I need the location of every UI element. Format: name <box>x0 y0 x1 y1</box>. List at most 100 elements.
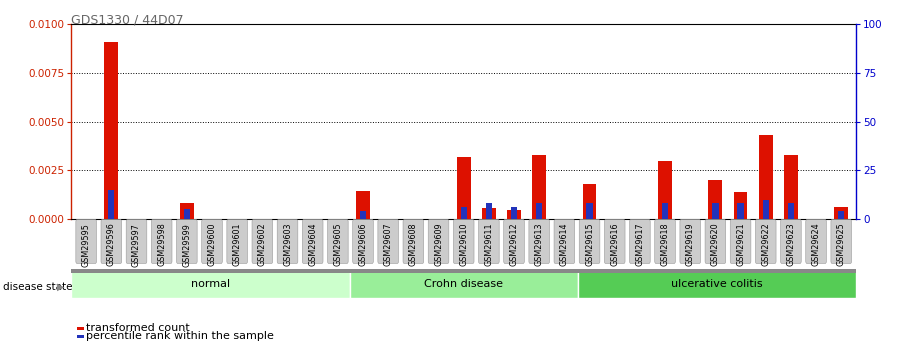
Bar <box>71 269 856 273</box>
Text: GSM29615: GSM29615 <box>585 223 594 266</box>
Text: GSM29612: GSM29612 <box>509 223 518 266</box>
Bar <box>662 204 668 219</box>
FancyBboxPatch shape <box>76 219 97 264</box>
Bar <box>587 204 593 219</box>
Bar <box>482 208 496 219</box>
FancyBboxPatch shape <box>403 219 424 264</box>
Text: GSM29613: GSM29613 <box>535 223 544 266</box>
FancyBboxPatch shape <box>177 219 197 264</box>
FancyBboxPatch shape <box>227 219 248 264</box>
Bar <box>71 269 350 298</box>
Bar <box>583 184 597 219</box>
Bar <box>658 161 672 219</box>
Bar <box>507 210 521 219</box>
Text: GSM29620: GSM29620 <box>711 223 720 266</box>
Text: disease state: disease state <box>3 282 72 292</box>
Bar <box>834 207 848 219</box>
Text: GSM29598: GSM29598 <box>158 223 166 266</box>
FancyBboxPatch shape <box>277 219 298 264</box>
Text: GSM29616: GSM29616 <box>610 223 619 266</box>
FancyBboxPatch shape <box>504 219 525 264</box>
Text: normal: normal <box>190 279 230 289</box>
Text: GSM29606: GSM29606 <box>359 223 367 266</box>
Bar <box>532 155 546 219</box>
Text: GSM29623: GSM29623 <box>786 223 795 266</box>
Bar <box>184 209 190 219</box>
Text: GSM29602: GSM29602 <box>258 223 267 266</box>
Bar <box>179 203 194 219</box>
Bar <box>733 192 748 219</box>
Text: Crohn disease: Crohn disease <box>425 279 503 289</box>
FancyBboxPatch shape <box>201 219 222 264</box>
FancyBboxPatch shape <box>478 219 499 264</box>
Bar <box>108 190 115 219</box>
FancyBboxPatch shape <box>731 219 751 264</box>
FancyBboxPatch shape <box>529 219 549 264</box>
Text: GSM29622: GSM29622 <box>762 223 770 266</box>
FancyBboxPatch shape <box>302 219 323 264</box>
Bar <box>461 207 466 219</box>
Text: GSM29609: GSM29609 <box>434 223 443 266</box>
Text: percentile rank within the sample: percentile rank within the sample <box>86 332 273 341</box>
Text: GDS1330 / 44D07: GDS1330 / 44D07 <box>71 14 184 27</box>
FancyBboxPatch shape <box>252 219 272 264</box>
Text: ▶: ▶ <box>57 282 65 292</box>
Bar <box>350 269 578 298</box>
Bar <box>763 199 769 219</box>
Bar <box>838 211 844 219</box>
Bar <box>784 155 798 219</box>
FancyBboxPatch shape <box>579 219 599 264</box>
Text: GSM29596: GSM29596 <box>107 223 116 266</box>
FancyBboxPatch shape <box>127 219 147 264</box>
Bar <box>511 207 517 219</box>
Text: GSM29614: GSM29614 <box>560 223 568 266</box>
Text: GSM29619: GSM29619 <box>686 223 695 266</box>
Text: GSM29617: GSM29617 <box>635 223 644 266</box>
Bar <box>360 211 366 219</box>
FancyBboxPatch shape <box>378 219 398 264</box>
Text: GSM29599: GSM29599 <box>182 223 191 267</box>
Bar <box>486 204 492 219</box>
Text: GSM29601: GSM29601 <box>232 223 241 266</box>
FancyBboxPatch shape <box>655 219 675 264</box>
FancyBboxPatch shape <box>328 219 348 264</box>
FancyBboxPatch shape <box>805 219 826 264</box>
FancyBboxPatch shape <box>680 219 701 264</box>
FancyBboxPatch shape <box>353 219 374 264</box>
FancyBboxPatch shape <box>831 219 852 264</box>
Bar <box>737 204 743 219</box>
Bar <box>578 269 856 298</box>
Bar <box>709 180 722 219</box>
FancyBboxPatch shape <box>755 219 776 264</box>
Bar <box>356 191 370 219</box>
FancyBboxPatch shape <box>454 219 474 264</box>
Text: GSM29611: GSM29611 <box>485 223 494 266</box>
Text: GSM29610: GSM29610 <box>459 223 468 266</box>
Text: GSM29621: GSM29621 <box>736 223 745 266</box>
Bar <box>105 42 118 219</box>
Text: ulcerative colitis: ulcerative colitis <box>671 279 763 289</box>
FancyBboxPatch shape <box>554 219 575 264</box>
Bar <box>536 204 542 219</box>
Bar <box>456 157 471 219</box>
FancyBboxPatch shape <box>781 219 801 264</box>
Text: GSM29603: GSM29603 <box>283 223 292 266</box>
Text: GSM29625: GSM29625 <box>836 223 845 266</box>
FancyBboxPatch shape <box>630 219 650 264</box>
Text: GSM29608: GSM29608 <box>409 223 418 266</box>
Bar <box>788 204 794 219</box>
Text: transformed count: transformed count <box>86 324 189 333</box>
FancyBboxPatch shape <box>428 219 449 264</box>
Text: GSM29624: GSM29624 <box>812 223 821 266</box>
FancyBboxPatch shape <box>151 219 172 264</box>
Bar <box>759 135 773 219</box>
Text: GSM29618: GSM29618 <box>660 223 670 266</box>
Text: GSM29604: GSM29604 <box>308 223 317 266</box>
Text: GSM29607: GSM29607 <box>384 223 393 266</box>
FancyBboxPatch shape <box>101 219 122 264</box>
Text: GSM29595: GSM29595 <box>82 223 91 267</box>
Text: GSM29600: GSM29600 <box>208 223 217 266</box>
Bar <box>712 204 719 219</box>
FancyBboxPatch shape <box>604 219 625 264</box>
Text: GSM29597: GSM29597 <box>132 223 141 267</box>
